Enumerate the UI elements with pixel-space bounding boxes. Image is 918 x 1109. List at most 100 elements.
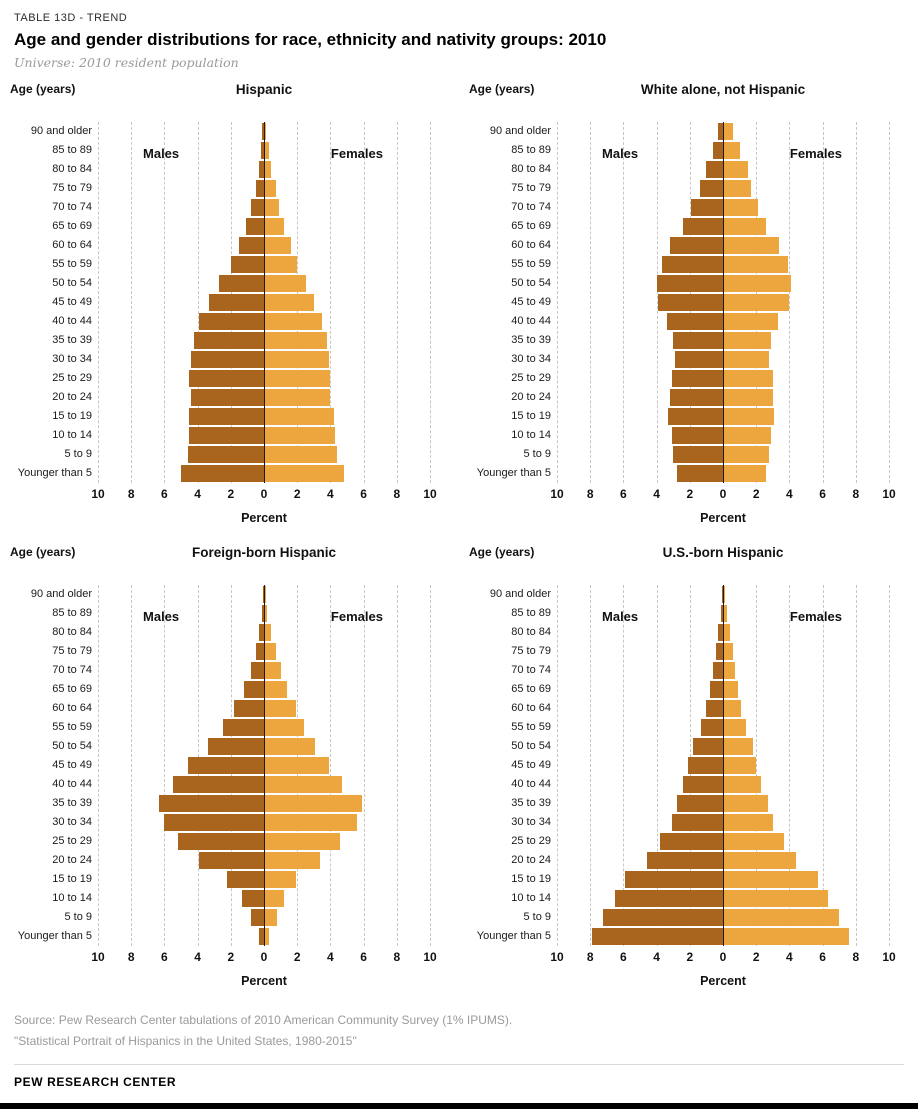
pyramid-row bbox=[557, 294, 889, 311]
male-bar bbox=[164, 814, 264, 831]
male-bar bbox=[262, 605, 264, 622]
pyramid-chart-foreign-born-hispanic: Age (years) Foreign-born Hispanic 90 and… bbox=[8, 543, 456, 988]
chart-head: Age (years) White alone, not Hispanic bbox=[467, 80, 915, 122]
age-tick-label: 55 to 59 bbox=[52, 721, 92, 733]
age-tick-label: 5 to 9 bbox=[523, 911, 551, 923]
x-tick-label: 2 bbox=[293, 487, 301, 501]
age-tick-label: 75 to 79 bbox=[511, 182, 551, 194]
chart-body: 90 and older 85 to 89 80 to 84 75 to 79 70 t… bbox=[8, 585, 456, 946]
female-bar bbox=[264, 833, 341, 850]
age-tick-label: 45 to 49 bbox=[511, 296, 551, 308]
pyramid-row bbox=[98, 313, 430, 330]
male-bar bbox=[683, 776, 723, 793]
gridline bbox=[131, 122, 133, 483]
female-bar bbox=[264, 370, 331, 387]
gridline bbox=[430, 585, 431, 946]
male-bar bbox=[259, 928, 264, 945]
male-bar bbox=[250, 909, 264, 926]
chart-title: Foreign-born Hispanic bbox=[191, 545, 336, 560]
age-tick-label: 60 to 64 bbox=[511, 702, 551, 714]
male-bar bbox=[688, 757, 723, 774]
male-bar bbox=[172, 776, 264, 793]
x-tick-label: 2 bbox=[227, 950, 235, 964]
male-bar bbox=[263, 586, 264, 603]
male-bar bbox=[181, 465, 264, 482]
age-tick-label: 45 to 49 bbox=[52, 296, 92, 308]
x-axis-title: Percent bbox=[241, 511, 287, 525]
male-bar bbox=[242, 890, 264, 907]
age-tick-label: 45 to 49 bbox=[52, 759, 92, 771]
male-bar bbox=[713, 142, 723, 159]
age-axis-label: Age (years) bbox=[10, 545, 76, 559]
age-tick-label: Younger than 5 bbox=[17, 467, 92, 479]
gridline bbox=[756, 585, 758, 946]
female-bar bbox=[264, 256, 298, 273]
male-bar bbox=[668, 408, 723, 425]
male-bar bbox=[693, 738, 723, 755]
female-bar bbox=[723, 199, 758, 216]
male-bar bbox=[255, 643, 264, 660]
chart-head: Age (years) Foreign-born Hispanic bbox=[8, 543, 456, 585]
male-bar bbox=[207, 738, 264, 755]
female-bar bbox=[723, 795, 768, 812]
age-labels: 90 and older 85 to 89 80 to 84 75 to 79 70 t… bbox=[8, 585, 98, 946]
gridline bbox=[98, 122, 99, 483]
x-tick-label: 10 bbox=[423, 487, 437, 501]
pyramid-row bbox=[557, 123, 889, 140]
female-bar bbox=[723, 218, 767, 235]
gridline bbox=[98, 585, 99, 946]
universe-note: Universe: 2010 resident population bbox=[14, 55, 239, 70]
gridline bbox=[822, 585, 824, 946]
x-tick-label: 10 bbox=[882, 487, 896, 501]
female-bar bbox=[264, 332, 328, 349]
female-bar bbox=[264, 738, 316, 755]
x-tick-label: 6 bbox=[819, 950, 826, 964]
male-bar bbox=[260, 142, 264, 159]
x-tick-label: 6 bbox=[360, 487, 367, 501]
legend-females: Females bbox=[330, 609, 383, 624]
legend-males: Males bbox=[143, 609, 180, 624]
female-bar bbox=[264, 199, 279, 216]
age-tick-label: 55 to 59 bbox=[511, 721, 551, 733]
gridline bbox=[855, 585, 857, 946]
x-axis-title: Percent bbox=[241, 974, 287, 988]
age-tick-label: 10 to 14 bbox=[511, 429, 551, 441]
age-tick-label: 85 to 89 bbox=[511, 607, 551, 619]
x-tick-label: 2 bbox=[686, 950, 694, 964]
source-line: Source: Pew Research Center tabulations … bbox=[14, 1013, 513, 1027]
female-bar bbox=[723, 719, 747, 736]
gridline bbox=[131, 585, 133, 946]
gridline bbox=[889, 585, 890, 946]
chart-head: Age (years) Hispanic bbox=[8, 80, 456, 122]
age-axis-label: Age (years) bbox=[469, 82, 535, 96]
gridline bbox=[590, 585, 592, 946]
female-bar bbox=[723, 833, 785, 850]
pyramid-row bbox=[98, 389, 430, 406]
gridline bbox=[789, 585, 791, 946]
pyramid-rows bbox=[98, 122, 430, 482]
female-bar bbox=[264, 757, 329, 774]
gridline bbox=[164, 122, 166, 483]
female-bar bbox=[723, 928, 850, 945]
pyramid-row bbox=[98, 833, 430, 850]
pyramid-row bbox=[557, 218, 889, 235]
female-bar bbox=[723, 180, 752, 197]
female-bar bbox=[264, 313, 323, 330]
pyramid-row bbox=[98, 427, 430, 444]
gridline bbox=[623, 585, 625, 946]
pyramid-row bbox=[98, 180, 430, 197]
pyramid-row bbox=[98, 332, 430, 349]
age-tick-label: 70 to 74 bbox=[52, 201, 92, 213]
female-bar bbox=[723, 313, 778, 330]
male-bar bbox=[706, 161, 723, 178]
female-bar bbox=[723, 605, 728, 622]
x-axis-title: Percent bbox=[700, 511, 746, 525]
x-tick-label: 8 bbox=[586, 487, 594, 501]
age-tick-label: 50 to 54 bbox=[52, 740, 92, 752]
male-bar bbox=[199, 852, 264, 869]
pyramid-row bbox=[557, 909, 889, 926]
male-bar bbox=[661, 256, 723, 273]
x-tick-label: 8 bbox=[852, 487, 860, 501]
age-tick-label: 10 to 14 bbox=[52, 892, 92, 904]
x-tick-label: 10 bbox=[423, 950, 437, 964]
